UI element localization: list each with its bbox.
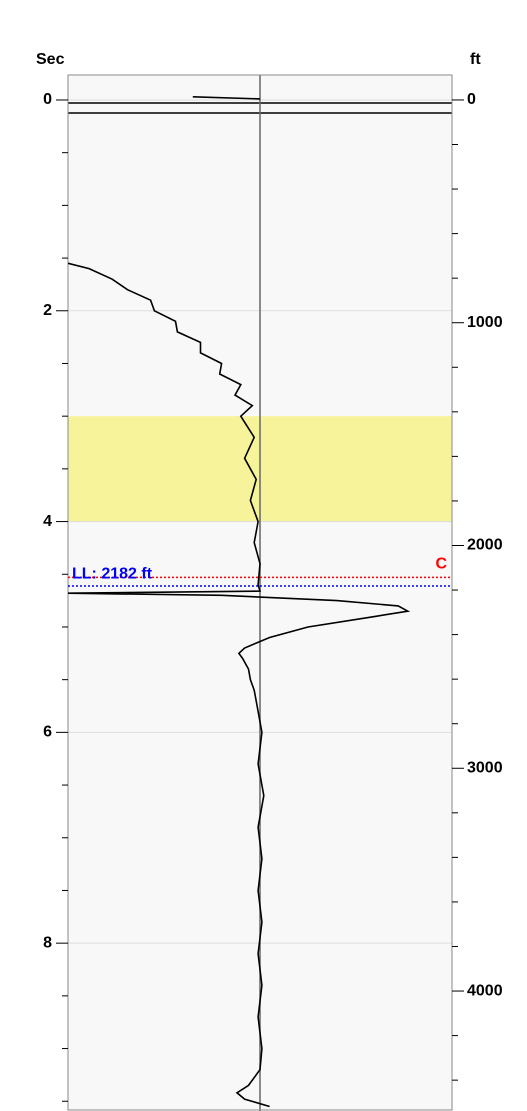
y2-tick-label: 2000	[467, 537, 503, 554]
y-tick-label: 0	[43, 91, 52, 108]
y-tick-label: 2	[43, 302, 52, 319]
y2-tick-label: 1000	[467, 314, 503, 331]
y2-tick-label: 3000	[467, 759, 503, 776]
trace-line	[68, 96, 411, 1108]
y-axis-label: Sec	[36, 51, 65, 68]
y-tick-label: 8	[43, 934, 52, 951]
marker-label: LL: 2182 ft	[72, 565, 153, 582]
marker-label: C	[435, 556, 447, 573]
y2-axis-label: ft	[470, 51, 481, 68]
y-tick-label: 6	[43, 724, 52, 741]
y2-tick-label: 4000	[467, 982, 503, 999]
y2-tick-label: 0	[467, 91, 476, 108]
y-tick-label: 4	[43, 513, 52, 530]
